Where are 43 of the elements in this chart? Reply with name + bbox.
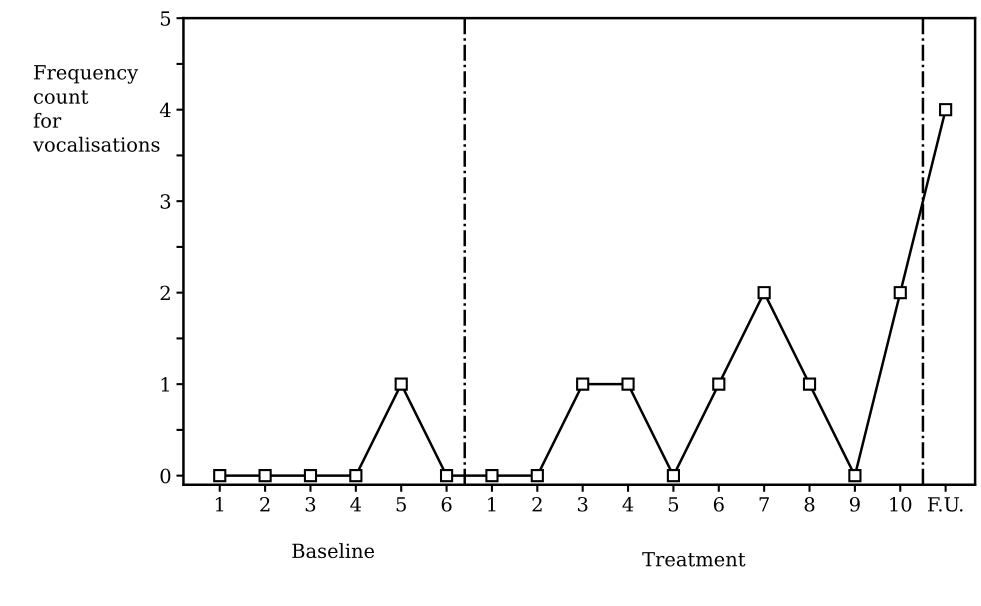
point — [258, 469, 272, 482]
point — [758, 286, 771, 300]
x-tick-label: 1 — [216, 496, 224, 512]
point — [440, 469, 454, 482]
x-tick-label: 6 — [714, 496, 724, 512]
point — [712, 378, 726, 391]
point — [576, 378, 590, 391]
text: Treatment — [642, 552, 746, 567]
x-tick-label: 3 — [306, 496, 316, 512]
x-tick-label: F.U. — [928, 497, 963, 512]
point — [394, 378, 408, 391]
point — [848, 469, 862, 482]
y-tick-label: 5 — [160, 11, 170, 26]
y-tick-label: 3 — [160, 194, 170, 209]
x-tick-label: 4 — [622, 496, 634, 512]
point — [939, 103, 952, 116]
point — [530, 469, 544, 482]
x-tick-label: 5 — [668, 497, 678, 512]
point — [894, 286, 907, 300]
y-axis-title: Frequency count for vocalisations — [32, 65, 160, 152]
point — [485, 469, 499, 482]
point — [621, 378, 635, 391]
point — [349, 469, 362, 482]
y-tick-label: 0 — [160, 468, 170, 484]
x-tick-label: 2 — [532, 496, 542, 512]
x-tick-label: 2 — [260, 496, 270, 512]
x-tick-label: 9 — [850, 496, 860, 512]
x-tick-label: 3 — [578, 496, 588, 512]
point — [802, 378, 816, 391]
text: Baseline — [292, 543, 374, 558]
x-tick-label: 6 — [442, 496, 452, 512]
point — [304, 469, 318, 482]
point — [213, 469, 226, 482]
x-tick-label: 8 — [804, 496, 814, 512]
x-tick-label: 4 — [350, 496, 362, 512]
point — [666, 469, 680, 482]
y-tick-label: 4 — [160, 102, 171, 118]
x-tick-label: 1 — [488, 496, 496, 512]
x-tick-label: 10 — [890, 496, 912, 512]
y-tick-label: 1 — [162, 377, 169, 392]
x-tick-label: 7 — [760, 497, 769, 512]
y-tick-label: 2 — [160, 286, 170, 300]
x-tick-label: 5 — [396, 497, 406, 512]
